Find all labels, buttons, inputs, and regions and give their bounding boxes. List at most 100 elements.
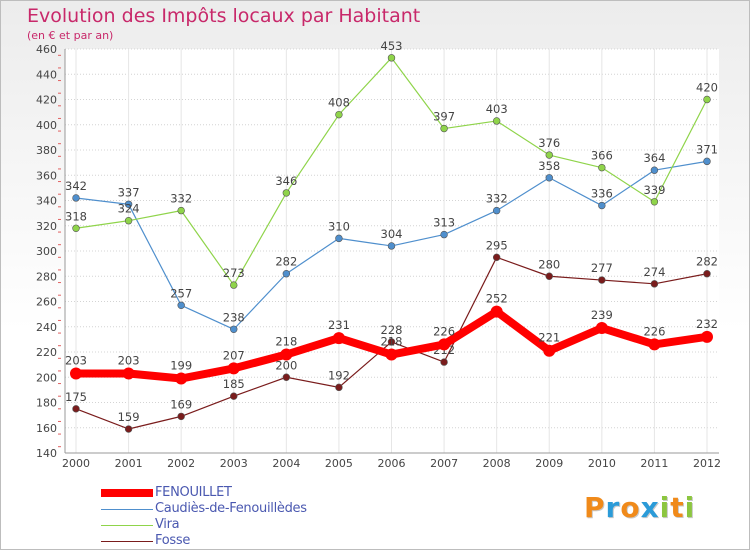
data-label: 226 xyxy=(643,324,665,338)
data-point xyxy=(492,206,501,215)
data-point xyxy=(650,198,659,206)
data-label: 239 xyxy=(591,308,613,322)
legend-swatch xyxy=(101,489,153,497)
logo-letter: i xyxy=(659,491,671,524)
data-point xyxy=(598,201,606,210)
data-label: 420 xyxy=(696,81,718,95)
data-label: 200 xyxy=(275,358,297,372)
data-label: 346 xyxy=(275,174,297,188)
series-caudies-de-fenouilledes: 342 337 257 238 282 310 304 313 332 358 336 364 371 xyxy=(65,142,718,333)
x-tick-label: 2005 xyxy=(325,457,353,470)
x-tick-label: 2009 xyxy=(535,457,563,470)
data-label: 169 xyxy=(170,397,192,411)
x-tick-label: 2012 xyxy=(693,457,721,470)
data-label: 358 xyxy=(538,159,560,173)
data-point xyxy=(701,330,713,343)
data-label: 257 xyxy=(170,286,192,300)
logo-letter: P xyxy=(584,491,606,524)
legend-label: Caudiès-de-Fenouillèdes xyxy=(155,501,307,516)
data-point xyxy=(124,425,133,433)
data-point xyxy=(650,280,659,288)
data-label: 238 xyxy=(223,310,245,324)
data-label: 339 xyxy=(643,183,665,197)
data-label: 226 xyxy=(433,324,455,338)
y-tick-label: 420 xyxy=(36,94,57,107)
data-point xyxy=(703,95,711,104)
y-tick-label: 280 xyxy=(36,270,57,283)
data-point xyxy=(230,392,238,400)
data-point xyxy=(335,234,343,243)
data-point xyxy=(543,344,556,357)
x-tick-label: 2004 xyxy=(272,457,300,470)
data-label: 218 xyxy=(275,335,297,349)
logo-letter: r xyxy=(605,491,621,524)
data-point xyxy=(648,338,661,351)
data-label: 318 xyxy=(65,209,87,223)
data-label: 397 xyxy=(433,110,455,124)
data-label: 221 xyxy=(538,331,560,345)
y-tick-label: 140 xyxy=(36,447,57,460)
legend-label: Fosse xyxy=(155,533,191,548)
legend-swatch xyxy=(101,541,153,542)
x-tick-label: 2010 xyxy=(588,457,616,470)
data-point xyxy=(595,322,608,335)
data-point xyxy=(72,194,80,202)
data-label: 185 xyxy=(223,377,245,391)
data-label: 332 xyxy=(486,192,508,206)
data-point xyxy=(440,124,448,133)
data-label: 342 xyxy=(65,179,87,193)
x-tick-label: 2006 xyxy=(378,457,406,470)
chart-subtitle: (en € et par an) xyxy=(27,29,114,42)
data-point xyxy=(703,157,711,166)
data-label: 232 xyxy=(696,317,718,331)
data-point xyxy=(335,383,343,392)
data-label: 231 xyxy=(328,318,350,332)
data-point xyxy=(545,174,553,182)
data-label: 280 xyxy=(538,257,560,271)
y-tick-label: 220 xyxy=(36,346,57,359)
logo-letter: t xyxy=(670,491,685,524)
legend-swatch xyxy=(101,509,153,510)
data-point xyxy=(332,332,345,345)
data-label: 159 xyxy=(118,410,140,424)
legend-label: Vira xyxy=(155,517,180,532)
data-label: 408 xyxy=(328,96,350,110)
y-tick-label: 240 xyxy=(36,321,57,334)
data-label: 203 xyxy=(118,353,140,367)
data-label: 277 xyxy=(591,261,613,275)
data-labels: 318 324 332 273 346 408 453 397 403 376 366 339 420 xyxy=(65,39,718,280)
data-point xyxy=(492,117,501,125)
data-point xyxy=(227,362,240,375)
data-point xyxy=(703,270,711,278)
data-point xyxy=(72,224,80,232)
y-tick-label: 200 xyxy=(36,371,57,384)
y-tick-label: 260 xyxy=(36,296,57,309)
y-tick-label: 400 xyxy=(36,119,57,132)
data-point xyxy=(175,372,188,385)
data-label: 304 xyxy=(381,227,403,241)
data-point xyxy=(490,305,503,318)
data-label: 273 xyxy=(223,266,245,280)
data-point xyxy=(280,348,293,361)
data-point xyxy=(122,367,135,380)
data-label: 203 xyxy=(65,353,87,367)
data-label: 337 xyxy=(118,185,140,199)
x-tick-label: 2007 xyxy=(430,457,458,470)
data-point xyxy=(440,230,448,239)
data-point xyxy=(545,151,553,159)
y-tick-label: 440 xyxy=(36,68,57,81)
x-axis-ticks: 2000 2001 2002 2003 2004 2005 2006 2007 2008 2009… xyxy=(62,49,721,470)
data-label: 282 xyxy=(275,255,297,269)
data-label: 364 xyxy=(643,151,665,165)
x-tick-label: 2000 xyxy=(62,457,90,470)
logo-letter: x xyxy=(640,491,660,524)
data-point xyxy=(385,348,398,361)
data-point xyxy=(492,253,501,262)
chart-title: Evolution des Impôts locaux par Habitant xyxy=(27,5,421,27)
data-label: 252 xyxy=(486,292,508,306)
data-label: 192 xyxy=(328,368,350,382)
data-label: 332 xyxy=(170,192,192,206)
data-label: 274 xyxy=(643,265,665,279)
